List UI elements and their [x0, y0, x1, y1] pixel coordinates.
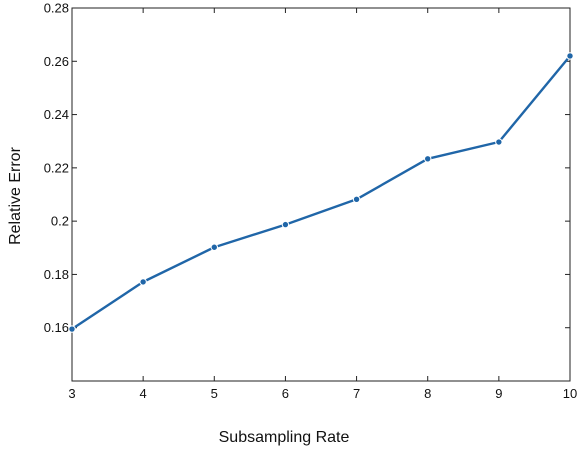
x-tick-label: 4 — [140, 386, 147, 401]
x-tick-label: 10 — [563, 386, 577, 401]
x-tick-label: 6 — [282, 386, 289, 401]
x-tick-label: 5 — [211, 386, 218, 401]
y-tick-label: 0.24 — [44, 107, 69, 122]
x-tick-label: 7 — [353, 386, 360, 401]
x-axis-label: Subsampling Rate — [219, 429, 350, 446]
series-line — [71, 55, 571, 331]
y-tick-label: 0.22 — [44, 160, 69, 175]
y-tick-label: 0.28 — [44, 1, 69, 16]
data-point — [139, 278, 147, 286]
data-point — [210, 243, 218, 251]
y-axis-label: Relative Error — [7, 146, 24, 244]
x-tick-label: 9 — [495, 386, 502, 401]
y-axis-ticks: 0.16 0.18 0.2 0.22 0.24 0.26 0.28 — [44, 1, 570, 335]
data-point — [352, 195, 361, 203]
x-tick-label: 8 — [424, 386, 431, 401]
x-axis-ticks: 3 4 5 6 7 8 9 10 — [68, 8, 577, 401]
y-tick-label: 0.16 — [44, 320, 69, 335]
y-tick-label: 0.26 — [44, 54, 69, 69]
data-point — [68, 325, 76, 333]
y-tick-label: 0.18 — [44, 267, 69, 282]
plot-frame — [71, 7, 571, 382]
data-point — [281, 220, 290, 229]
series-layer — [68, 52, 574, 333]
y-tick-label: 0.2 — [51, 214, 69, 229]
data-point — [495, 138, 503, 146]
x-tick-label: 3 — [68, 386, 75, 401]
data-point — [566, 52, 574, 60]
data-point — [424, 155, 432, 163]
